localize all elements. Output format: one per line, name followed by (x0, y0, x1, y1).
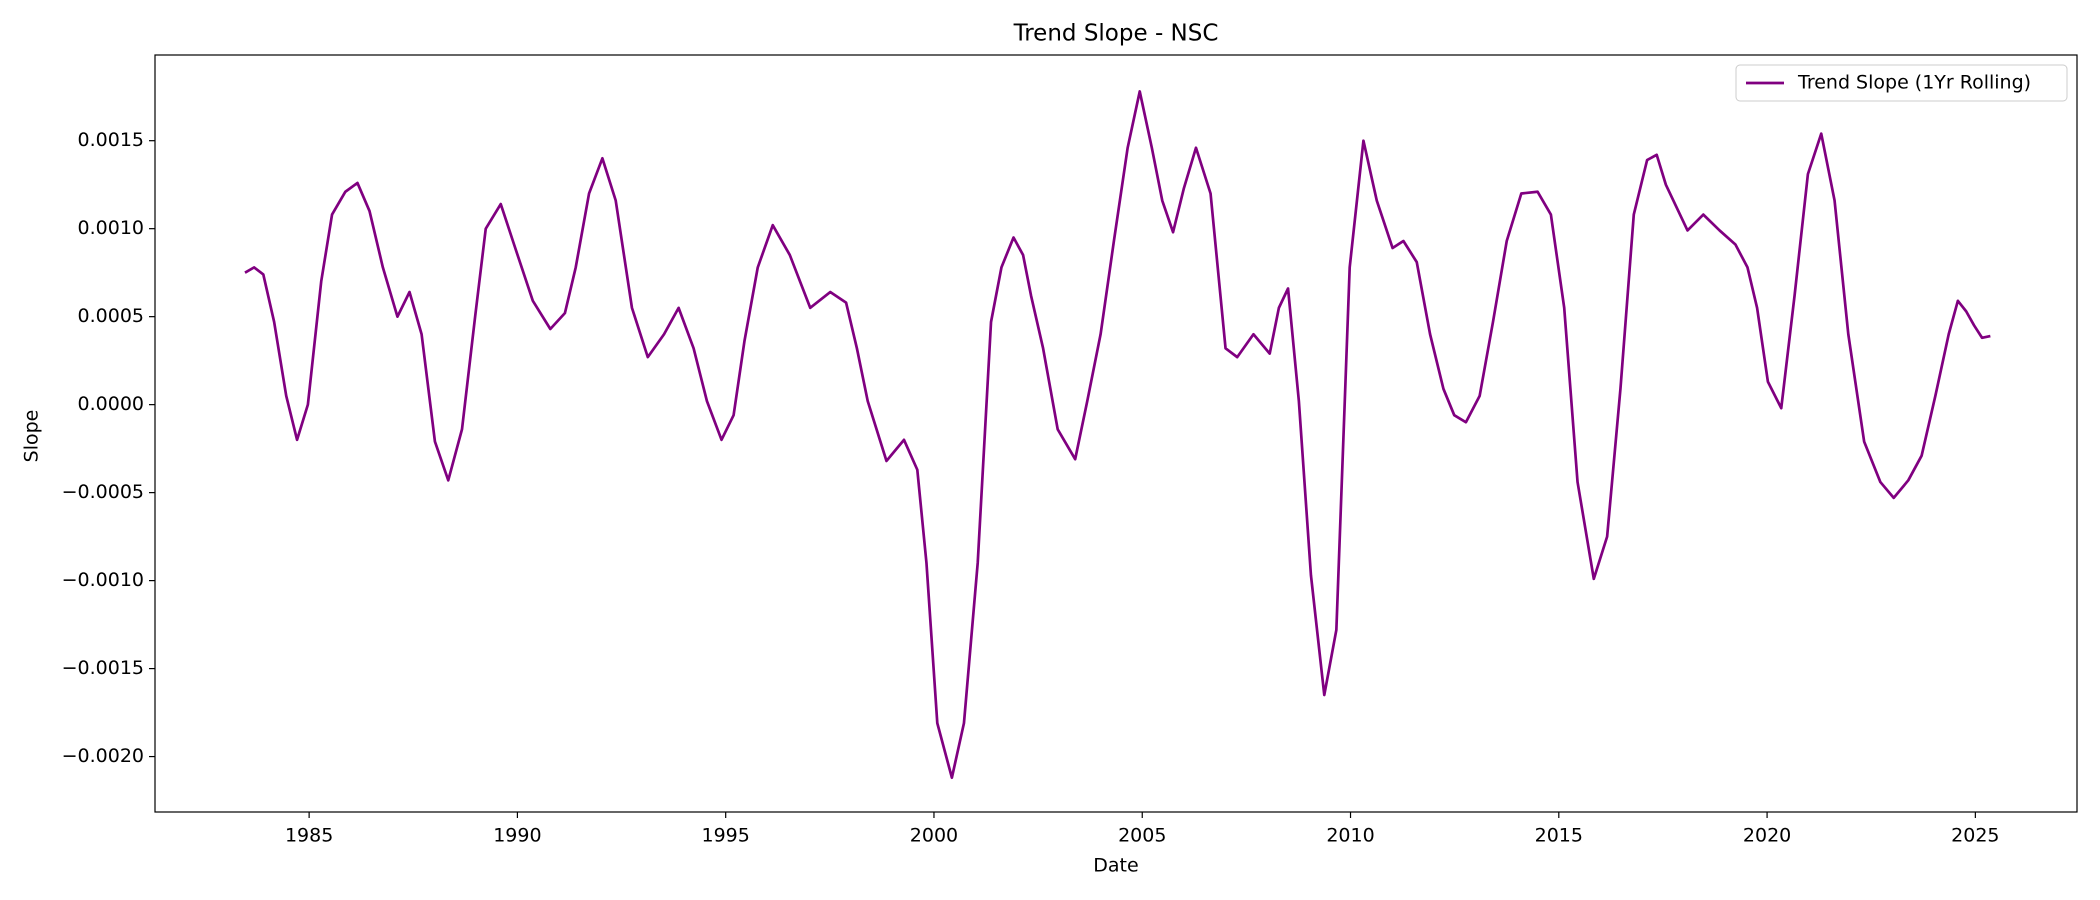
x-tick-label: 2005 (1118, 825, 1166, 847)
y-tick-label: 0.0000 (78, 393, 144, 415)
x-tick-label: 2020 (1743, 825, 1791, 847)
y-tick-label: −0.0015 (62, 657, 144, 679)
x-tick-label: 2000 (910, 825, 958, 847)
plot-frame (154, 54, 2078, 813)
x-tick-label: 1990 (493, 825, 541, 847)
y-tick-label: −0.0005 (62, 481, 144, 503)
chart-title: Trend Slope - NSC (1013, 21, 1219, 47)
legend-label: Trend Slope (1Yr Rolling) (1797, 72, 2031, 94)
y-axis-label: Slope (21, 410, 43, 463)
x-tick-label: 2025 (1951, 825, 1999, 847)
y-tick-label: −0.0020 (62, 745, 144, 767)
x-axis-label: Date (1093, 855, 1138, 877)
y-tick-label: 0.0015 (78, 129, 144, 151)
x-tick-label: 1995 (702, 825, 750, 847)
y-tick-label: 0.0005 (78, 305, 144, 327)
y-tick-label: −0.0010 (62, 569, 144, 591)
x-tick-label: 2010 (1326, 825, 1374, 847)
x-tick-label: 1985 (285, 825, 333, 847)
series-line (244, 90, 1991, 780)
x-tick-label: 2015 (1535, 825, 1583, 847)
y-tick-label: 0.0010 (78, 217, 144, 239)
legend-box (1735, 64, 2068, 102)
